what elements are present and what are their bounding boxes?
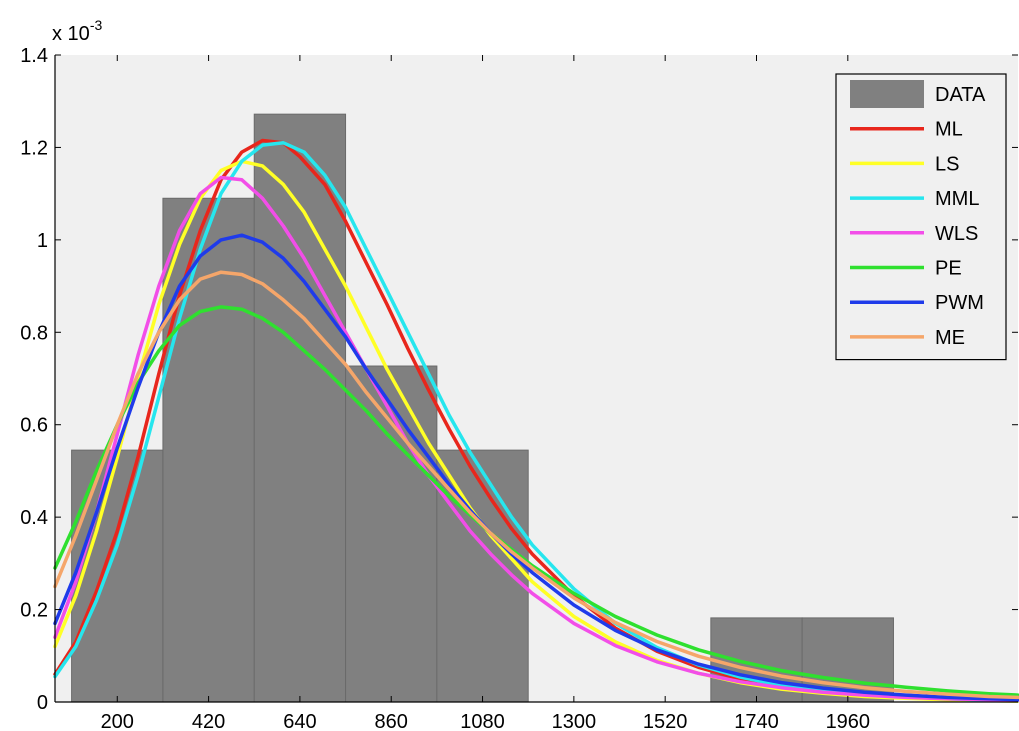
y-tick-label: 0.8 — [20, 322, 48, 344]
svg-text:x 10-3: x 10-3 — [52, 17, 102, 45]
legend-label-ml: ML — [935, 119, 963, 141]
y-tick-label: 0.6 — [20, 415, 48, 437]
histogram-bar-1 — [162, 197, 255, 703]
legend-box — [835, 73, 1007, 361]
y-tick-label: 1.2 — [20, 137, 48, 159]
legend-label-ls: LS — [935, 153, 959, 175]
y-tick-label: 0.4 — [20, 507, 48, 529]
y-exponent-power: -3 — [90, 17, 103, 33]
y-exponent-label: x 10-3 — [52, 17, 102, 45]
x-tick-label: 860 — [375, 711, 408, 731]
series-line-pe — [53, 305, 1019, 697]
legend-label-wls: WLS — [935, 223, 978, 245]
histogram-bar-2 — [253, 113, 347, 703]
legend-label-data: DATA — [935, 84, 986, 106]
legend: DATA ML LS MML WLS PE PWM ME — [835, 73, 1007, 361]
x-tick-label: 1960 — [826, 711, 871, 731]
legend-label-mml: MML — [935, 188, 979, 210]
legend-label-me: ME — [935, 327, 965, 349]
histogram-bar-0 — [71, 449, 164, 703]
series-line-wls — [53, 175, 1019, 702]
y-tick-label: 0 — [37, 692, 48, 714]
y-exponent-base: x 10 — [52, 23, 90, 45]
legend-label-pwm: PWM — [935, 292, 984, 314]
legend-label-pe: PE — [935, 258, 962, 280]
x-tick-label: 200 — [101, 711, 134, 731]
y-tick-label: 1.4 — [20, 45, 48, 67]
x-tick-label: 1740 — [734, 711, 779, 731]
x-tick-label: 1520 — [643, 711, 688, 731]
x-tick-label: 1300 — [552, 711, 597, 731]
series-line-me — [53, 270, 1019, 700]
x-tick-label: 420 — [192, 711, 225, 731]
series-line-pwm — [53, 233, 1019, 702]
x-tick-label: 1080 — [460, 711, 505, 731]
y-tick-label: 0.2 — [20, 600, 48, 622]
legend-swatch-data — [850, 80, 924, 108]
y-tick-label: 1 — [37, 230, 48, 252]
x-tick-label: 640 — [283, 711, 316, 731]
